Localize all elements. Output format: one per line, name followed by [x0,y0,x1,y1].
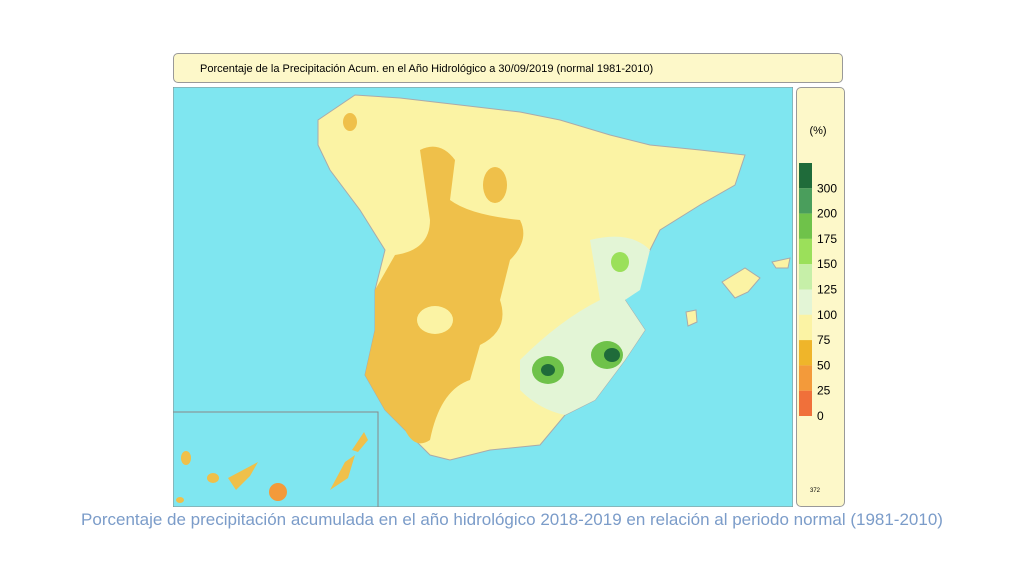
inset-frame [173,411,379,507]
dry-area [483,167,507,203]
legend-swatch [799,188,812,214]
legend-label: 200 [817,207,837,221]
island [269,483,287,501]
island [176,497,184,503]
island [228,462,258,490]
dry-area [343,113,357,131]
footer-code: 372 [810,488,821,494]
legend-swatch [799,340,812,366]
wet-area [611,252,629,272]
legend-swatch [799,264,812,290]
wet-area [541,364,555,376]
legend-swatch [799,365,812,391]
legend-label: 125 [817,283,837,297]
legend-label: 0 [817,409,824,423]
legend-swatch [799,213,812,239]
legend-swatch [799,238,812,265]
legend-swatch [799,314,812,341]
legend-unit: (%) [809,125,826,137]
legend-label: 150 [817,257,837,271]
island [330,455,355,490]
legend-label: 175 [817,232,837,246]
caption: Porcentaje de precipitación acumulada en… [81,510,943,529]
legend-label: 50 [817,358,831,372]
island [207,473,219,483]
normal-area [417,306,453,334]
legend-label: 100 [817,308,837,322]
wet-area [604,348,620,362]
legend-swatch [799,289,812,315]
island [771,257,791,269]
island [352,432,368,452]
map-title: Porcentaje de la Precipitación Acum. en … [173,53,843,83]
island [181,451,191,465]
legend-label: 300 [817,181,837,195]
legend: (%) 372 300 200 175 150 125 100 75 50 25 0 [799,125,837,494]
island [685,309,698,327]
legend-label: 75 [817,333,831,347]
island [721,267,761,299]
legend-swatch [799,163,812,189]
dry-area [365,146,524,444]
map [173,87,793,507]
legend-panel [796,87,845,507]
legend-swatch [799,390,812,416]
legend-label: 25 [817,384,831,398]
